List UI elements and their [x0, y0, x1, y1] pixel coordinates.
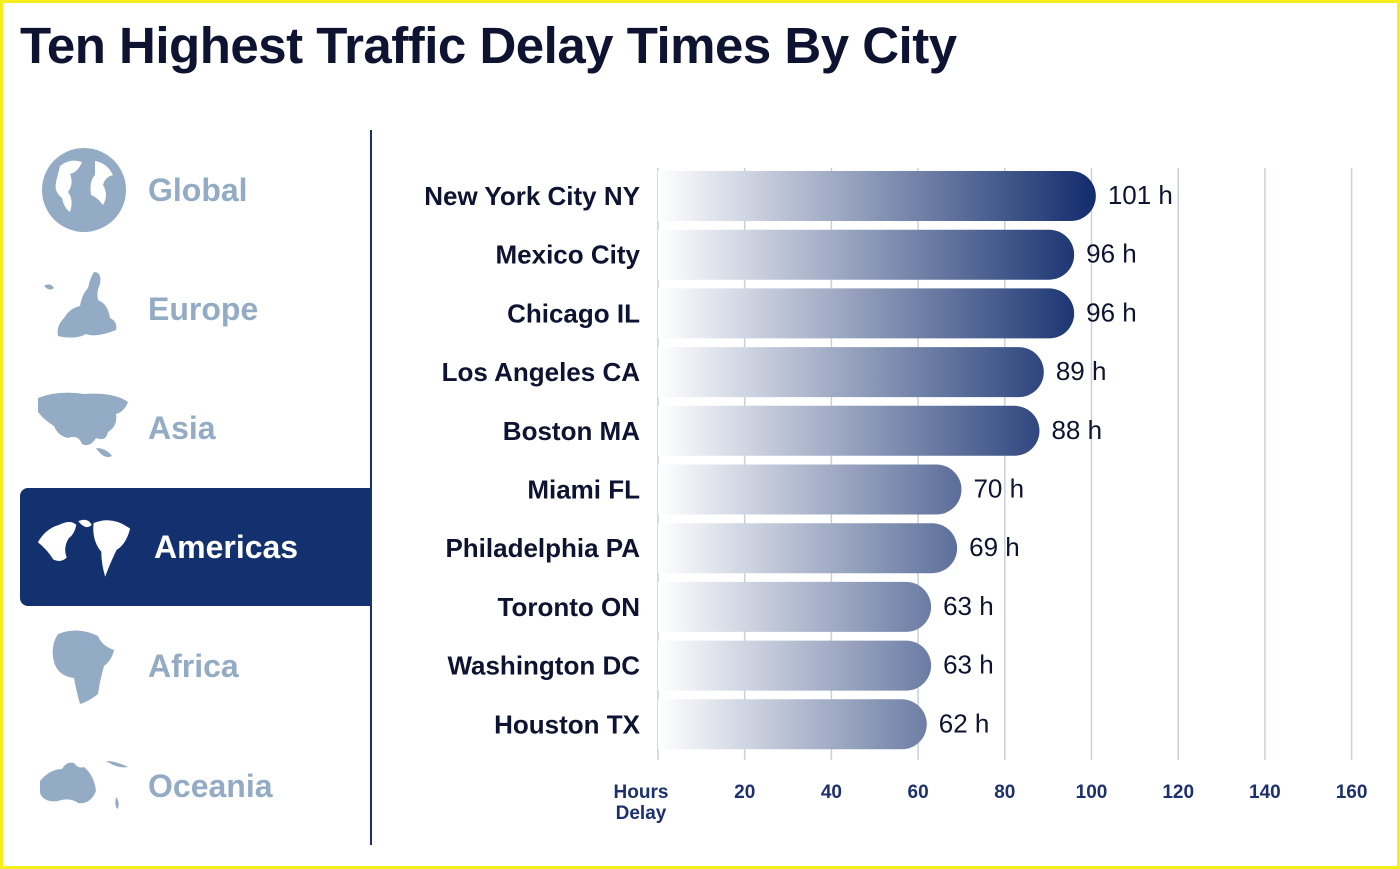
x-axis-label: Delay [616, 803, 667, 824]
category-label: Mexico City [496, 240, 641, 270]
data-label: 101 h [1108, 180, 1173, 210]
bar [658, 288, 1075, 339]
sidebar-item-label: Asia [148, 409, 216, 446]
data-label: 70 h [973, 474, 1024, 504]
bar [658, 523, 958, 574]
category-label: New York City NY [424, 181, 640, 211]
sidebar-item-label: Oceania [148, 767, 273, 804]
category-label: Washington DC [447, 651, 640, 681]
category-label: Houston TX [494, 709, 641, 739]
sidebar-item-label: Global [148, 171, 248, 208]
sidebar-item-label: Europe [148, 290, 259, 327]
europe-map-icon [36, 264, 132, 354]
bar [658, 699, 927, 750]
sidebar-item-global[interactable]: Global [20, 131, 370, 249]
globe-icon [36, 145, 132, 235]
asia-map-icon [36, 383, 132, 473]
bar [658, 405, 1040, 456]
category-label: Toronto ON [498, 592, 640, 622]
sidebar-item-asia[interactable]: Asia [20, 369, 370, 487]
data-label: 89 h [1056, 356, 1107, 386]
x-tick-label: 80 [994, 782, 1015, 803]
data-label: 96 h [1086, 297, 1137, 327]
bar [658, 581, 932, 632]
x-axis-label: Hours [614, 782, 669, 803]
category-label: Chicago IL [507, 298, 640, 328]
x-tick-label: 40 [821, 782, 842, 803]
data-label: 62 h [939, 708, 990, 738]
x-tick-label: 60 [908, 782, 929, 803]
category-label: Los Angeles CA [442, 357, 641, 387]
bar [658, 347, 1044, 398]
data-label: 96 h [1086, 239, 1137, 269]
x-tick-label: 140 [1249, 782, 1281, 803]
sidebar-item-label: Americas [154, 528, 299, 565]
category-label: Boston MA [503, 416, 640, 446]
data-label: 63 h [943, 591, 994, 621]
page-title: Ten Highest Traffic Delay Times By City [20, 17, 957, 74]
sidebar-item-oceania[interactable]: Oceania [20, 727, 370, 845]
data-label: 69 h [969, 532, 1020, 562]
bar [658, 171, 1096, 221]
sidebar-item-americas[interactable]: Americas [20, 488, 370, 606]
category-label: Philadelphia PA [445, 533, 640, 563]
x-tick-label: 20 [734, 782, 755, 803]
bar [658, 464, 962, 515]
x-tick-label: 100 [1076, 782, 1108, 803]
sidebar-item-europe[interactable]: Europe [20, 250, 370, 368]
category-label: Miami FL [527, 475, 640, 505]
bar [658, 640, 932, 691]
sidebar-item-label: Africa [148, 647, 239, 684]
data-label: 88 h [1051, 415, 1102, 445]
oceania-map-icon [36, 741, 132, 831]
americas-map-icon [36, 502, 132, 592]
sidebar-divider [370, 130, 372, 845]
bar [658, 229, 1075, 280]
x-tick-label: 120 [1162, 782, 1194, 803]
sidebar-item-africa[interactable]: Africa [20, 607, 370, 725]
data-label: 63 h [943, 650, 994, 680]
africa-map-icon [36, 621, 132, 711]
x-tick-label: 160 [1336, 782, 1368, 803]
